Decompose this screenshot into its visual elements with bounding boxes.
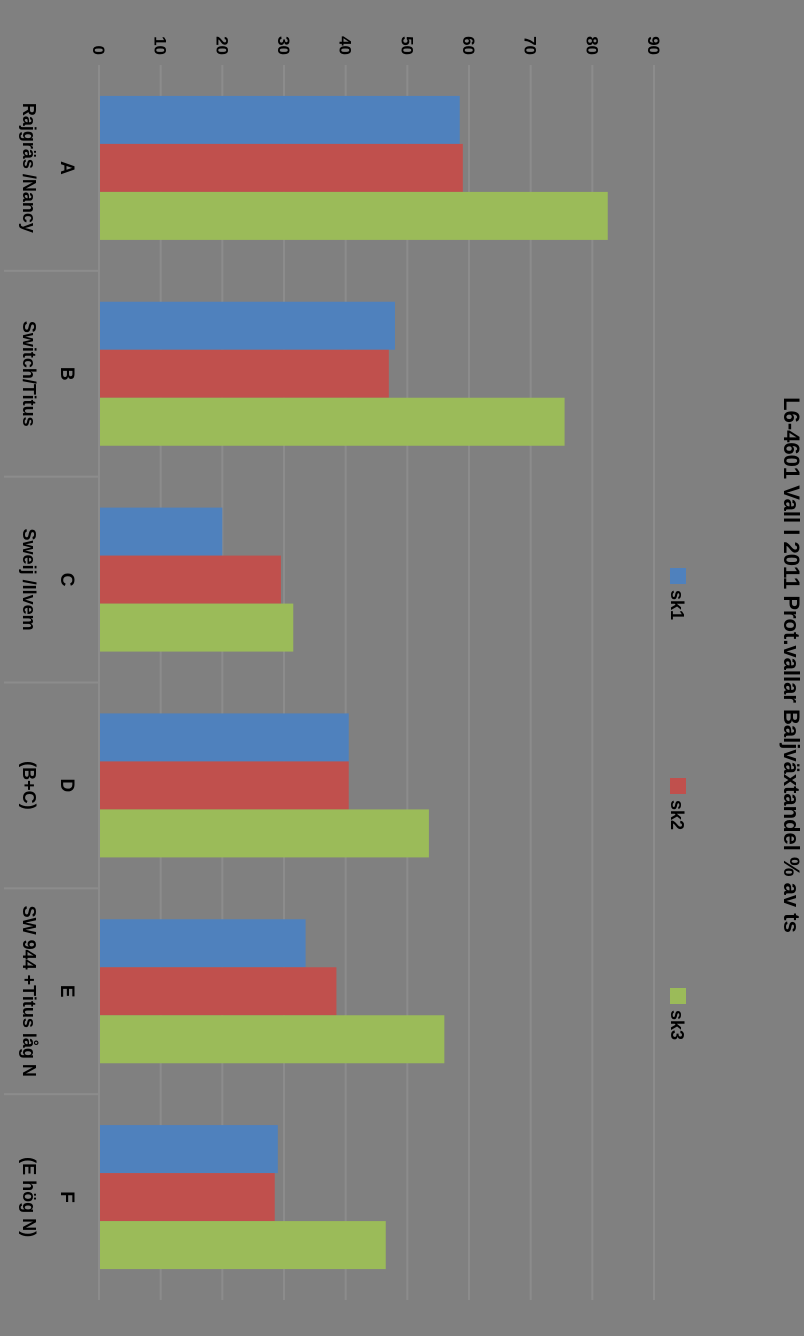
bar-sk2-c: [99, 555, 281, 604]
bar-sk1-f: [98, 1125, 278, 1174]
category-label: Rajgräs /Nancy: [19, 103, 39, 233]
category-labels: A Rajgräs /Nancy B Switch/Titus C Sweij /Ilve…: [19, 103, 77, 1237]
chart-title: L6-4601 Vall I 2011 Prot.vallar Baljväxt…: [779, 397, 804, 933]
bar-sk1-d: [99, 713, 349, 762]
category-letter: A: [56, 161, 77, 175]
category-label: (B+C): [19, 761, 39, 810]
bar-sk2-b: [99, 349, 389, 398]
axes: 0 10 20 30 40 50 60 70 80 90: [4, 36, 663, 1300]
category-letter: D: [56, 779, 77, 793]
legend-label-sk3: sk3: [667, 1010, 687, 1040]
legend: sk1 sk2 sk3: [667, 568, 687, 1040]
bar-sk2-d: [99, 761, 349, 810]
y-tick-label: 50: [397, 36, 416, 55]
category-label: Sweij /Ilvem: [19, 529, 39, 631]
category-letter: C: [56, 573, 77, 587]
category-letter: E: [56, 985, 77, 998]
y-tick-label: 20: [212, 36, 231, 55]
bar-sk2-a: [99, 143, 463, 192]
category-letter: F: [56, 1191, 77, 1203]
category-label: (E hög N): [19, 1157, 39, 1237]
legend-swatch-sk2: [670, 778, 686, 794]
y-tick-label: 70: [521, 36, 540, 55]
gridlines: [159, 65, 655, 1300]
y-tick-label: 0: [89, 46, 108, 55]
category-label: SW 944 +Titus låg N: [19, 906, 39, 1077]
legend-swatch-sk1: [670, 568, 686, 584]
bar-sk3-e: [99, 1015, 445, 1064]
legend-label-sk2: sk2: [667, 800, 687, 830]
y-tick-label: 40: [336, 36, 355, 55]
bar-sk2-e: [98, 967, 337, 1016]
category-letter: B: [56, 367, 77, 381]
bar-sk1-c: [98, 507, 223, 556]
y-tick-label: 90: [644, 36, 663, 55]
bar-sk1-e: [99, 919, 306, 968]
bar-sk3-b: [98, 397, 565, 446]
legend-swatch-sk3: [670, 988, 686, 1004]
bars: [98, 95, 608, 1270]
y-tick-label: 60: [459, 36, 478, 55]
bar-sk3-d: [99, 809, 429, 858]
legend-label-sk1: sk1: [667, 590, 687, 620]
bar-sk3-a: [99, 191, 608, 240]
category-label: Switch/Titus: [19, 321, 39, 427]
bar-sk3-c: [99, 603, 294, 652]
bar-sk2-f: [99, 1173, 275, 1222]
bar-sk1-a: [99, 95, 460, 144]
y-tick-label: 10: [151, 36, 170, 55]
bar-sk3-f: [99, 1221, 386, 1270]
bar-sk1-b: [99, 301, 395, 350]
y-tick-label: 30: [274, 36, 293, 55]
y-tick-label: 80: [582, 36, 601, 55]
